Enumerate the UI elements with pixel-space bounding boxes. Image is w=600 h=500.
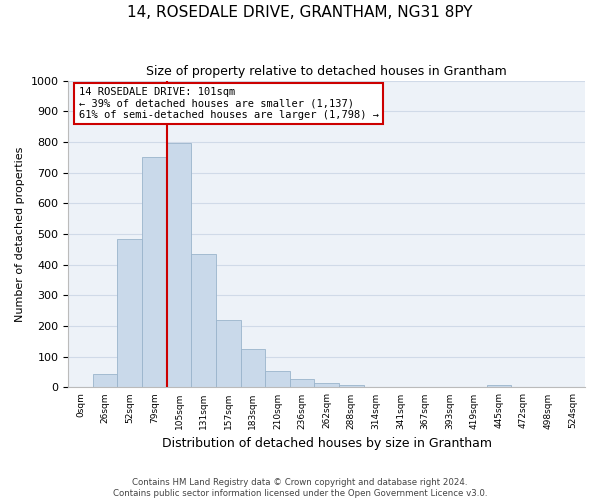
Bar — [364, 386, 388, 388]
Bar — [265, 372, 290, 388]
X-axis label: Distribution of detached houses by size in Grantham: Distribution of detached houses by size … — [161, 437, 491, 450]
Y-axis label: Number of detached properties: Number of detached properties — [15, 146, 25, 322]
Text: 14 ROSEDALE DRIVE: 101sqm
← 39% of detached houses are smaller (1,137)
61% of se: 14 ROSEDALE DRIVE: 101sqm ← 39% of detac… — [79, 86, 379, 120]
Text: 14, ROSEDALE DRIVE, GRANTHAM, NG31 8PY: 14, ROSEDALE DRIVE, GRANTHAM, NG31 8PY — [127, 5, 473, 20]
Bar — [290, 379, 314, 388]
Bar — [339, 385, 364, 388]
Bar — [216, 320, 241, 388]
Text: Contains HM Land Registry data © Crown copyright and database right 2024.
Contai: Contains HM Land Registry data © Crown c… — [113, 478, 487, 498]
Bar — [142, 158, 167, 388]
Bar — [487, 385, 511, 388]
Bar — [167, 144, 191, 388]
Bar — [118, 238, 142, 388]
Bar — [191, 254, 216, 388]
Bar — [93, 374, 118, 388]
Bar — [241, 349, 265, 388]
Bar — [314, 383, 339, 388]
Title: Size of property relative to detached houses in Grantham: Size of property relative to detached ho… — [146, 65, 507, 78]
